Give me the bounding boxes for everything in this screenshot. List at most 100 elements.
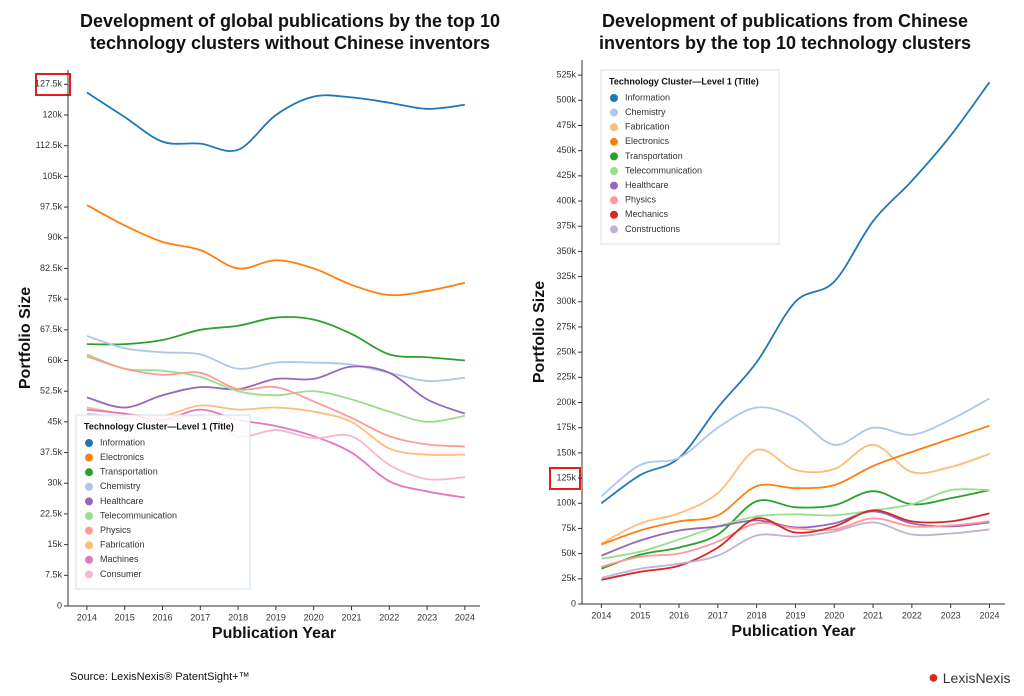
legend-marker: [85, 439, 93, 447]
legend-title: Technology Cluster—Level 1 (Title): [609, 76, 759, 86]
y-axis-label: Portfolio Size: [531, 281, 548, 383]
x-tick-label: 2014: [591, 610, 611, 620]
line: [601, 509, 990, 581]
x-tick-label: 2023: [941, 610, 961, 620]
y-tick-label: 350k: [556, 246, 576, 256]
legend-label: Chemistry: [100, 481, 141, 491]
legend-box: [75, 414, 251, 590]
y-tick-label: 97.5k: [40, 201, 63, 211]
y-tick-label: 120k: [42, 109, 62, 119]
x-tick-label: 2024: [979, 610, 999, 620]
y-tick-label: 450k: [556, 145, 576, 155]
line: [601, 424, 990, 546]
legend-box: [600, 69, 780, 245]
y-tick-label: 75k: [561, 523, 576, 533]
legend-marker: [610, 196, 618, 205]
line: [601, 517, 990, 568]
y-tick-label: 200k: [556, 397, 576, 407]
legend-label: Chemistry: [625, 107, 666, 117]
legend-marker: [85, 497, 93, 506]
legend-marker: [85, 453, 93, 462]
line: [86, 365, 466, 415]
legend-title: Technology Cluster—Level 1 (Title): [84, 421, 234, 431]
y-tick-label: 375k: [556, 221, 576, 231]
y-tick-label: 15k: [47, 539, 62, 549]
y-tick-label: 52.5k: [40, 386, 63, 396]
x-tick-label: 2020: [304, 612, 324, 622]
y-tick-label: 7.5k: [45, 570, 63, 580]
x-tick-label: 2015: [630, 610, 650, 620]
y-tick-label: 112.5k: [36, 140, 63, 150]
legend-label: Fabrication: [625, 122, 670, 132]
logo-text: LexisNexis: [942, 670, 1011, 686]
y-tick-label: 100k: [556, 498, 576, 508]
y-tick-label: 175k: [556, 422, 576, 432]
y-tick-label: 25k: [561, 573, 576, 583]
line: [86, 204, 466, 297]
line: [600, 397, 990, 497]
x-tick-label: 2022: [379, 612, 399, 622]
y-tick-label: 90k: [47, 232, 62, 242]
highlight-box: [35, 73, 71, 96]
legend-marker: [610, 94, 618, 102]
x-tick-label: 2017: [190, 612, 210, 622]
line: [86, 353, 466, 423]
x-tick-label: 2018: [228, 612, 248, 622]
x-tick-label: 2023: [417, 612, 437, 622]
legend-label: Information: [625, 92, 670, 102]
y-tick-label: 60k: [47, 355, 62, 365]
line: [86, 355, 465, 448]
x-tick-label: 2017: [708, 610, 728, 620]
x-tick-label: 2020: [824, 610, 844, 620]
legend-label: Healthcare: [100, 496, 144, 506]
logo: ● LexisNexis: [928, 667, 1011, 687]
y-tick-label: 250k: [556, 347, 576, 357]
legend-label: Mechanics: [625, 209, 669, 219]
x-tick-label: 2019: [266, 612, 286, 622]
line: [86, 91, 465, 152]
x-tick-label: 2016: [669, 610, 689, 620]
legend-marker: [85, 482, 93, 491]
legend-marker: [85, 512, 93, 520]
x-tick-label: 2024: [455, 612, 475, 622]
legend-label: Fabrication: [100, 540, 145, 550]
legend-label: Constructions: [625, 224, 681, 234]
legend-marker: [610, 167, 618, 175]
y-tick-label: 525k: [556, 69, 576, 79]
y-tick-label: 125k: [556, 472, 576, 482]
x-tick-label: 2021: [341, 612, 361, 622]
chart-title: Development of publications from Chinese…: [598, 11, 972, 53]
x-axis-label: Publication Year: [731, 623, 855, 640]
legend-marker: [85, 570, 93, 579]
line: [86, 335, 465, 382]
y-tick-label: 45k: [47, 416, 62, 426]
y-tick-label: 67.5k: [40, 324, 63, 334]
y-tick-label: 75k: [47, 294, 62, 304]
y-tick-label: 105k: [42, 171, 62, 181]
y-tick-label: 0: [57, 600, 62, 610]
x-tick-label: 2021: [863, 610, 883, 620]
legend-label: Information: [100, 437, 145, 447]
line: [600, 81, 991, 504]
line: [601, 488, 990, 560]
chart-title: Development of global publications by th…: [79, 11, 501, 53]
y-tick-label: 30k: [47, 478, 62, 488]
y-tick-label: 0: [571, 598, 576, 608]
x-tick-label: 2019: [785, 610, 805, 620]
legend-label: Telecommunication: [100, 510, 177, 520]
y-tick-label: 500k: [556, 95, 576, 105]
legend-label: Telecommunication: [625, 165, 702, 175]
y-tick-label: 300k: [556, 296, 576, 306]
legend-marker: [610, 123, 618, 132]
y-tick-label: 22.5k: [40, 508, 63, 518]
x-tick-label: 2018: [747, 610, 767, 620]
legend-label: Electronics: [625, 136, 670, 146]
y-tick-label: 425k: [556, 170, 576, 180]
line: [600, 443, 990, 545]
x-tick-label: 2022: [902, 610, 922, 620]
y-axis-label: Portfolio Size: [17, 287, 34, 389]
x-tick-label: 2015: [115, 612, 135, 622]
y-tick-label: 275k: [556, 321, 576, 331]
